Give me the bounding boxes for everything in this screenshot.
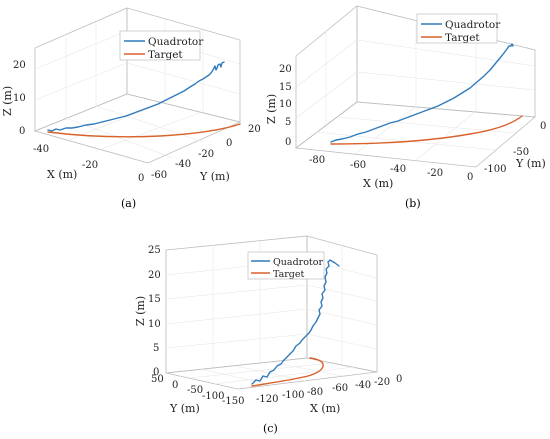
panel-c-x-label: X (m) bbox=[310, 402, 340, 415]
panel-b-y-label: Y (m) bbox=[515, 157, 546, 170]
panel-c-legend-target: Target bbox=[273, 269, 305, 280]
panel-a-back-right-wall bbox=[126, 7, 241, 123]
panel-c-floor bbox=[165, 357, 378, 390]
panel-a: 20 10 0 Z (m) -40 -20 0 X (m) 20 0 -20 -… bbox=[1, 7, 261, 210]
panel-c-y-tick: -100 bbox=[202, 391, 224, 402]
panel-b-x-tick: -40 bbox=[390, 164, 406, 175]
panel-b: 20 15 10 5 0 Z (m) -80 -60 -40 -20 0 X (… bbox=[265, 5, 546, 210]
panel-a-legend-target: Target bbox=[148, 49, 183, 61]
panel-c-y-tick: 0 bbox=[172, 380, 178, 391]
panel-c-z-tick: 0 bbox=[153, 367, 159, 378]
panel-a-z-tick: 0 bbox=[19, 126, 25, 137]
panel-b-legend-quadrotor: Quadrotor bbox=[445, 19, 501, 31]
panel-b-back-left-wall bbox=[295, 5, 358, 149]
panel-a-legend: Quadrotor Target bbox=[119, 30, 204, 61]
panel-a-z-tick: 20 bbox=[13, 60, 26, 71]
panel-b-y-tick: -100 bbox=[484, 164, 506, 175]
panel-c-z-tick: 5 bbox=[153, 343, 159, 354]
panel-c-quadrotor-line bbox=[251, 259, 340, 385]
panel-b-legend-target: Target bbox=[445, 32, 480, 44]
panel-b-x-label: X (m) bbox=[363, 177, 393, 190]
panel-a-quadrotor-line bbox=[47, 61, 225, 132]
panel-c-label: (c) bbox=[263, 422, 278, 435]
panel-b-floor bbox=[294, 101, 536, 168]
panel-c-y-tick: -50 bbox=[187, 385, 203, 396]
panel-c-x-tick: -120 bbox=[256, 394, 278, 405]
panel-a-x-tick: -40 bbox=[33, 144, 49, 155]
panel-a-z-label: Z (m) bbox=[1, 86, 14, 116]
panel-c-z-label: Z (m) bbox=[134, 296, 147, 326]
panel-b-x-tick: -60 bbox=[350, 160, 366, 171]
panel-b-z-tick: 15 bbox=[279, 82, 292, 93]
panel-a-y-label: Y (m) bbox=[199, 170, 230, 183]
panel-c-z-tick: 25 bbox=[148, 245, 161, 256]
panel-b-z-label: Z (m) bbox=[265, 94, 278, 124]
panel-c-legend: Quadrotor Target bbox=[247, 251, 325, 280]
panel-c-x-tick: -80 bbox=[307, 387, 323, 398]
panel-b-y-tick: -50 bbox=[513, 147, 529, 158]
panel-c-z-tick: 20 bbox=[148, 270, 161, 281]
panel-b-z-tick: 10 bbox=[279, 99, 292, 110]
panel-b-quadrotor-line bbox=[330, 43, 514, 143]
panel-b-z-tick: 20 bbox=[279, 64, 292, 75]
panel-c-x-tick: -100 bbox=[282, 390, 304, 401]
panel-b-x-tick: -20 bbox=[427, 168, 443, 179]
panel-a-y-tick: 0 bbox=[226, 138, 232, 149]
panel-a-z-tick: 10 bbox=[13, 93, 26, 104]
panel-a-legend-quadrotor: Quadrotor bbox=[148, 36, 204, 48]
panel-c-z-tick: 15 bbox=[148, 294, 161, 305]
panel-c: 25 20 15 10 5 0 Z (m) 50 0 -50 -100 -150… bbox=[134, 235, 402, 435]
panel-a-y-tick: -20 bbox=[198, 149, 214, 160]
panel-b-z-tick: 0 bbox=[285, 137, 291, 148]
panel-b-x-tick: 0 bbox=[467, 172, 473, 183]
panel-c-x-tick: -20 bbox=[374, 377, 390, 388]
panel-a-label: (a) bbox=[121, 197, 136, 210]
panel-c-y-tick: -150 bbox=[222, 396, 244, 407]
panel-b-label: (b) bbox=[405, 197, 421, 210]
panel-a-y-tick: -60 bbox=[151, 170, 167, 181]
panel-a-x-tick: 0 bbox=[138, 173, 144, 184]
panel-b-legend: Quadrotor Target bbox=[416, 13, 501, 44]
panel-c-x-tick: -60 bbox=[332, 383, 348, 394]
panel-b-x-tick: -80 bbox=[309, 155, 325, 166]
panel-a-x-tick: -20 bbox=[82, 160, 98, 171]
panel-c-x-tick: 0 bbox=[396, 374, 402, 385]
panel-a-y-tick: 20 bbox=[248, 124, 261, 135]
panel-c-z-tick: 10 bbox=[148, 319, 161, 330]
panel-b-y-tick: 0 bbox=[540, 121, 546, 132]
panel-c-y-label: Y (m) bbox=[169, 402, 200, 415]
panel-b-z-tick: 5 bbox=[285, 117, 291, 128]
panel-a-target-line bbox=[47, 123, 241, 138]
panel-b-target-line bbox=[330, 115, 523, 145]
panel-a-y-tick: -40 bbox=[175, 159, 191, 170]
panel-c-legend-quadrotor: Quadrotor bbox=[273, 257, 323, 268]
panel-a-x-label: X (m) bbox=[47, 168, 77, 181]
panel-c-x-tick: -40 bbox=[355, 380, 371, 391]
panel-c-target-line bbox=[251, 357, 324, 387]
panel-c-y-tick: 50 bbox=[151, 374, 164, 385]
